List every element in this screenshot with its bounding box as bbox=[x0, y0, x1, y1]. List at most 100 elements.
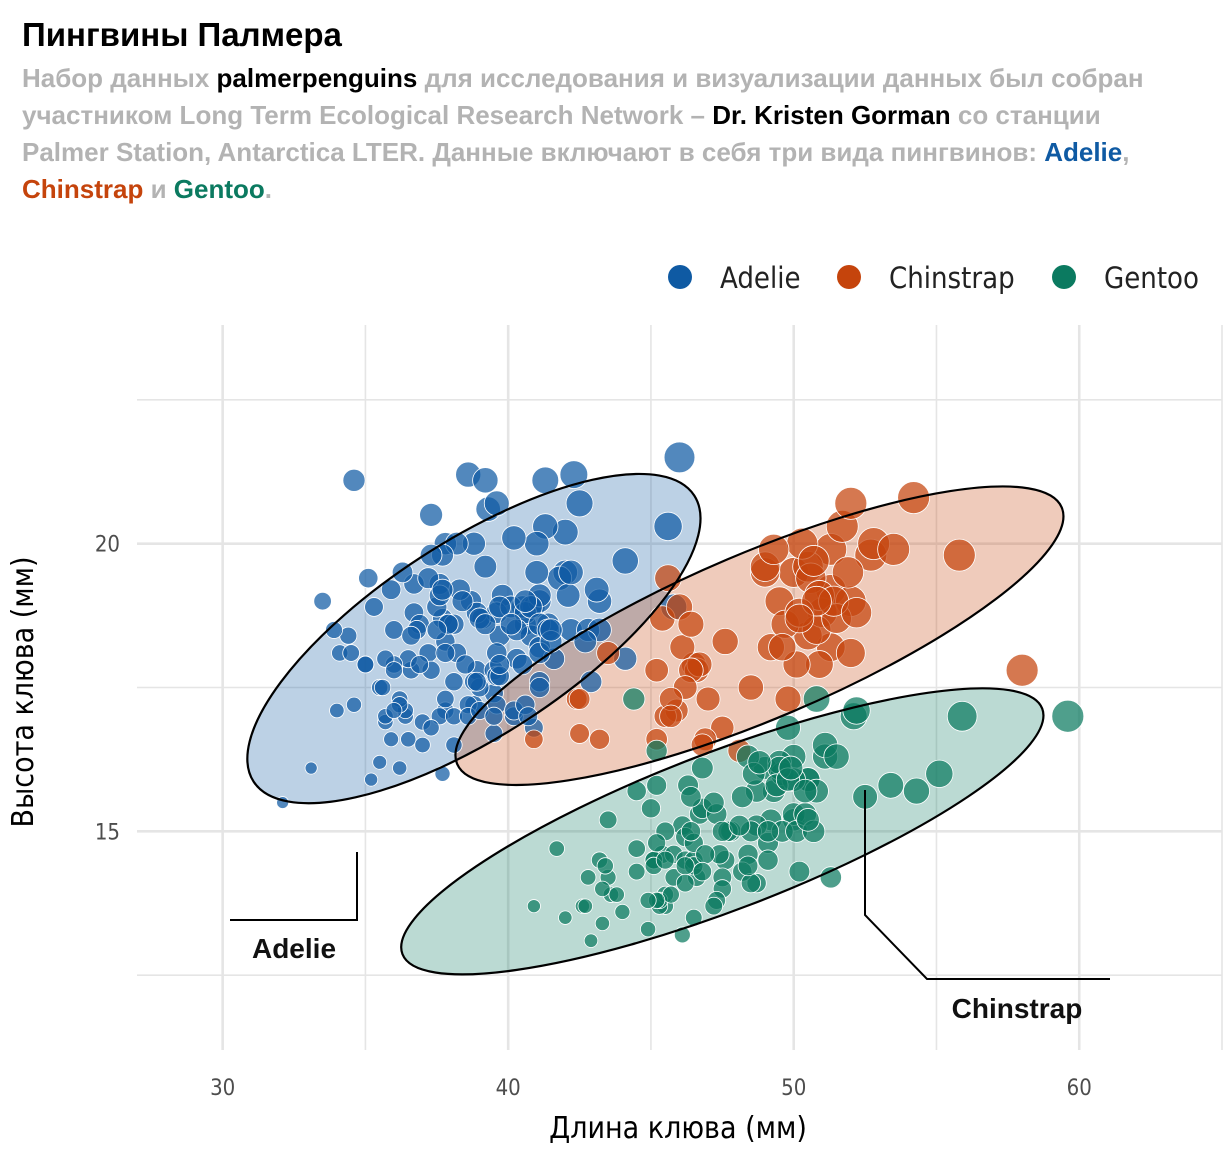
point-adelie bbox=[431, 578, 454, 601]
subtitle-sep-1: , bbox=[1122, 137, 1130, 167]
point-adelie bbox=[383, 731, 400, 748]
point-chinstrap bbox=[758, 533, 790, 566]
point-chinstrap bbox=[644, 658, 669, 683]
point-gentoo bbox=[691, 756, 714, 780]
legend: Adelie Chinstrap Gentoo bbox=[668, 261, 1199, 295]
point-adelie bbox=[364, 772, 379, 787]
point-chinstrap bbox=[669, 634, 696, 661]
ellipse-outline-chinstrap bbox=[454, 485, 1065, 787]
point-gentoo bbox=[639, 891, 657, 909]
point-gentoo bbox=[796, 808, 820, 832]
point-chinstrap bbox=[677, 610, 705, 638]
point-gentoo bbox=[680, 821, 702, 842]
point-gentoo bbox=[583, 933, 599, 948]
point-adelie bbox=[455, 654, 476, 675]
point-gentoo bbox=[594, 915, 611, 932]
point-adelie bbox=[372, 754, 388, 770]
point-chinstrap bbox=[877, 533, 911, 566]
point-gentoo bbox=[702, 791, 725, 814]
point-adelie bbox=[325, 621, 343, 639]
point-adelie bbox=[611, 547, 639, 575]
y-tick-label: 15 bbox=[95, 820, 120, 845]
point-adelie bbox=[539, 618, 563, 642]
point-gentoo bbox=[639, 921, 657, 938]
legend-marker-gentoo bbox=[1052, 265, 1076, 289]
ticks: 30 40 50 60 15 20 bbox=[95, 533, 1092, 1101]
annotations: Adelie Chinstrap bbox=[230, 790, 1110, 1024]
point-adelie bbox=[444, 672, 464, 692]
point-chinstrap bbox=[737, 674, 764, 701]
annotation-leader-adelie bbox=[230, 852, 358, 921]
point-chinstrap bbox=[568, 688, 591, 710]
point-gentoo bbox=[577, 898, 593, 914]
point-adelie bbox=[384, 661, 403, 680]
point-gentoo bbox=[622, 687, 646, 711]
point-adelie bbox=[417, 567, 440, 590]
point-gentoo bbox=[842, 696, 871, 725]
point-adelie bbox=[488, 595, 511, 619]
point-chinstrap bbox=[831, 556, 865, 589]
point-gentoo bbox=[680, 786, 702, 808]
point-adelie bbox=[555, 583, 581, 608]
points bbox=[276, 441, 1085, 948]
point-chinstrap bbox=[659, 704, 683, 728]
ellipse-outlines bbox=[246, 472, 1065, 976]
point-gentoo bbox=[675, 856, 695, 876]
point-adelie bbox=[472, 467, 499, 494]
point-adelie bbox=[466, 671, 487, 692]
subtitle-species-gentoo: Gentoo bbox=[173, 174, 265, 204]
point-gentoo bbox=[692, 861, 713, 882]
ellipse-outline-gentoo bbox=[400, 687, 1045, 976]
point-gentoo bbox=[792, 778, 818, 804]
point-adelie bbox=[392, 760, 408, 776]
subtitle: Набор данных palmerpenguins для исследов… bbox=[22, 60, 1192, 208]
point-gentoo bbox=[823, 743, 850, 770]
point-gentoo bbox=[596, 857, 614, 875]
point-adelie bbox=[380, 579, 402, 600]
point-adelie bbox=[489, 654, 511, 675]
point-chinstrap bbox=[784, 603, 815, 634]
point-chinstrap bbox=[589, 728, 611, 750]
x-tick-label: 40 bbox=[496, 1076, 521, 1101]
legend-label-adelie: Adelie bbox=[720, 261, 801, 295]
subtitle-author: Dr. Kristen Gorman bbox=[712, 100, 951, 130]
point-adelie bbox=[573, 629, 598, 654]
point-gentoo bbox=[640, 798, 661, 819]
point-adelie bbox=[410, 655, 430, 674]
point-adelie bbox=[565, 489, 594, 518]
point-chinstrap bbox=[797, 545, 830, 577]
point-chinstrap bbox=[942, 538, 976, 572]
legend-marker-chinstrap bbox=[837, 265, 861, 289]
point-adelie bbox=[329, 702, 345, 719]
point-adelie bbox=[529, 677, 551, 699]
point-gentoo bbox=[526, 899, 541, 914]
point-gentoo bbox=[614, 903, 631, 920]
point-gentoo bbox=[594, 880, 611, 898]
legend-label-chinstrap: Chinstrap bbox=[889, 261, 1015, 295]
point-chinstrap bbox=[695, 686, 721, 712]
point-chinstrap bbox=[768, 633, 797, 662]
point-chinstrap bbox=[1005, 653, 1039, 687]
point-chinstrap bbox=[711, 627, 739, 655]
point-adelie bbox=[436, 689, 455, 709]
point-gentoo bbox=[608, 886, 625, 903]
ellipse-fill-chinstrap bbox=[455, 486, 1064, 785]
subtitle-part-2: для исследования и визуализации данных б… bbox=[22, 63, 1144, 130]
point-adelie bbox=[474, 613, 497, 636]
point-chinstrap bbox=[840, 597, 873, 629]
point-adelie bbox=[524, 560, 550, 585]
point-gentoo bbox=[925, 759, 954, 788]
point-adelie bbox=[524, 530, 550, 557]
point-gentoo bbox=[740, 873, 761, 894]
annotation-leader-chinstrap bbox=[864, 790, 1110, 980]
point-gentoo bbox=[695, 844, 716, 865]
point-gentoo bbox=[747, 750, 772, 775]
point-adelie bbox=[400, 731, 417, 748]
point-gentoo bbox=[946, 700, 978, 732]
point-gentoo bbox=[598, 810, 618, 830]
subtitle-part-3: со станции Palmer Station, Antarctica LT… bbox=[22, 100, 1101, 167]
point-adelie bbox=[385, 702, 403, 719]
point-gentoo bbox=[778, 755, 804, 781]
point-adelie bbox=[499, 613, 523, 636]
